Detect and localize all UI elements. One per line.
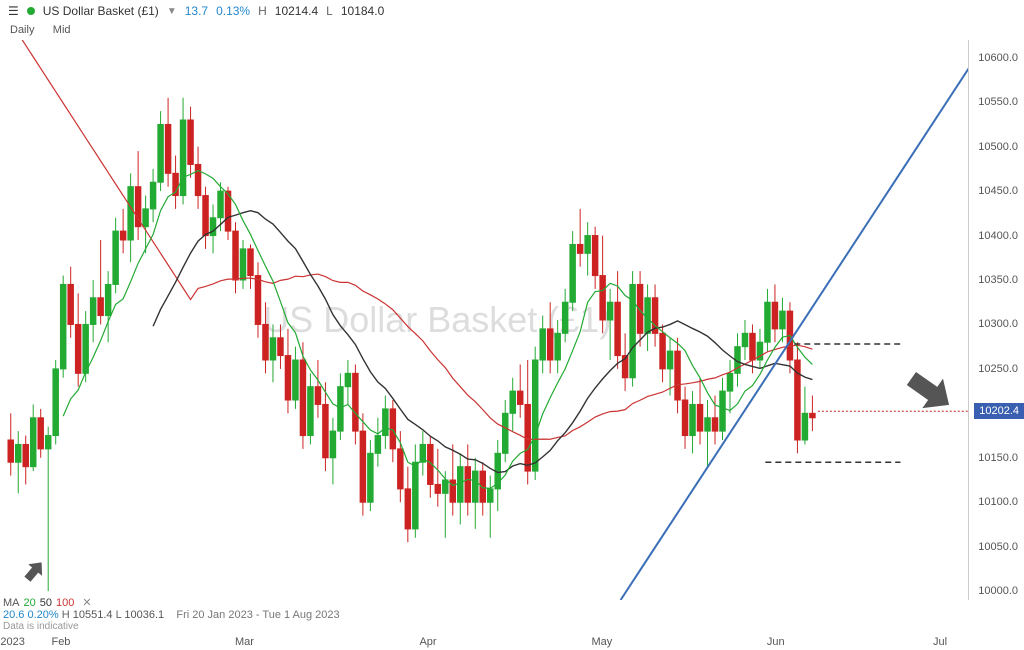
y-tick-label: 10150.0 (978, 452, 1018, 464)
chart-area[interactable]: US Dollar Basket (£1) (3, 40, 969, 600)
y-axis: 10000.010050.010100.010150.010200.010250… (969, 40, 1024, 600)
change-value: 13.7 (185, 4, 208, 18)
change-pct: 0.13% (216, 4, 250, 18)
x-tick-label: May (592, 636, 613, 648)
menu-icon[interactable]: ☰ (8, 4, 19, 18)
chart-header: ☰ US Dollar Basket (£1) ▼ 13.7 0.13% H 1… (0, 0, 1024, 22)
y-tick-label: 10250.0 (978, 363, 1018, 375)
low-label: L (326, 4, 333, 18)
x-tick-label: Jul (933, 636, 947, 648)
timeframe-daily[interactable]: Daily (10, 24, 34, 36)
status-dot-icon (27, 7, 35, 15)
x-tick-label: Jun (767, 636, 785, 648)
dropdown-icon[interactable]: ▼ (167, 6, 177, 17)
x-tick-label: Apr (419, 636, 436, 648)
y-tick-label: 10600.0 (978, 52, 1018, 64)
y-tick-label: 10050.0 (978, 541, 1018, 553)
x-tick-label: Mar (235, 636, 254, 648)
x-axis: 2023 Feb Mar Apr May Jun Jul (3, 600, 969, 648)
timeframe-row: Daily Mid (0, 22, 1024, 38)
y-tick-label: 10100.0 (978, 496, 1018, 508)
high-label: H (258, 4, 267, 18)
y-tick-label: 10000.0 (978, 585, 1018, 597)
instrument-title: US Dollar Basket (£1) (43, 4, 159, 18)
current-price-tag: 10202.4 (974, 403, 1024, 419)
timeframe-mid[interactable]: Mid (53, 24, 71, 36)
y-tick-label: 10550.0 (978, 96, 1018, 108)
low-value: 10184.0 (341, 4, 384, 18)
y-tick-label: 10350.0 (978, 274, 1018, 286)
y-tick-label: 10300.0 (978, 318, 1018, 330)
chart-svg (3, 40, 968, 600)
high-value: 10214.4 (275, 4, 318, 18)
y-tick-label: 10400.0 (978, 230, 1018, 242)
x-tick-label: Feb (51, 636, 70, 648)
x-tick-label: 2023 (0, 636, 24, 648)
y-tick-label: 10450.0 (978, 185, 1018, 197)
y-tick-label: 10500.0 (978, 141, 1018, 153)
